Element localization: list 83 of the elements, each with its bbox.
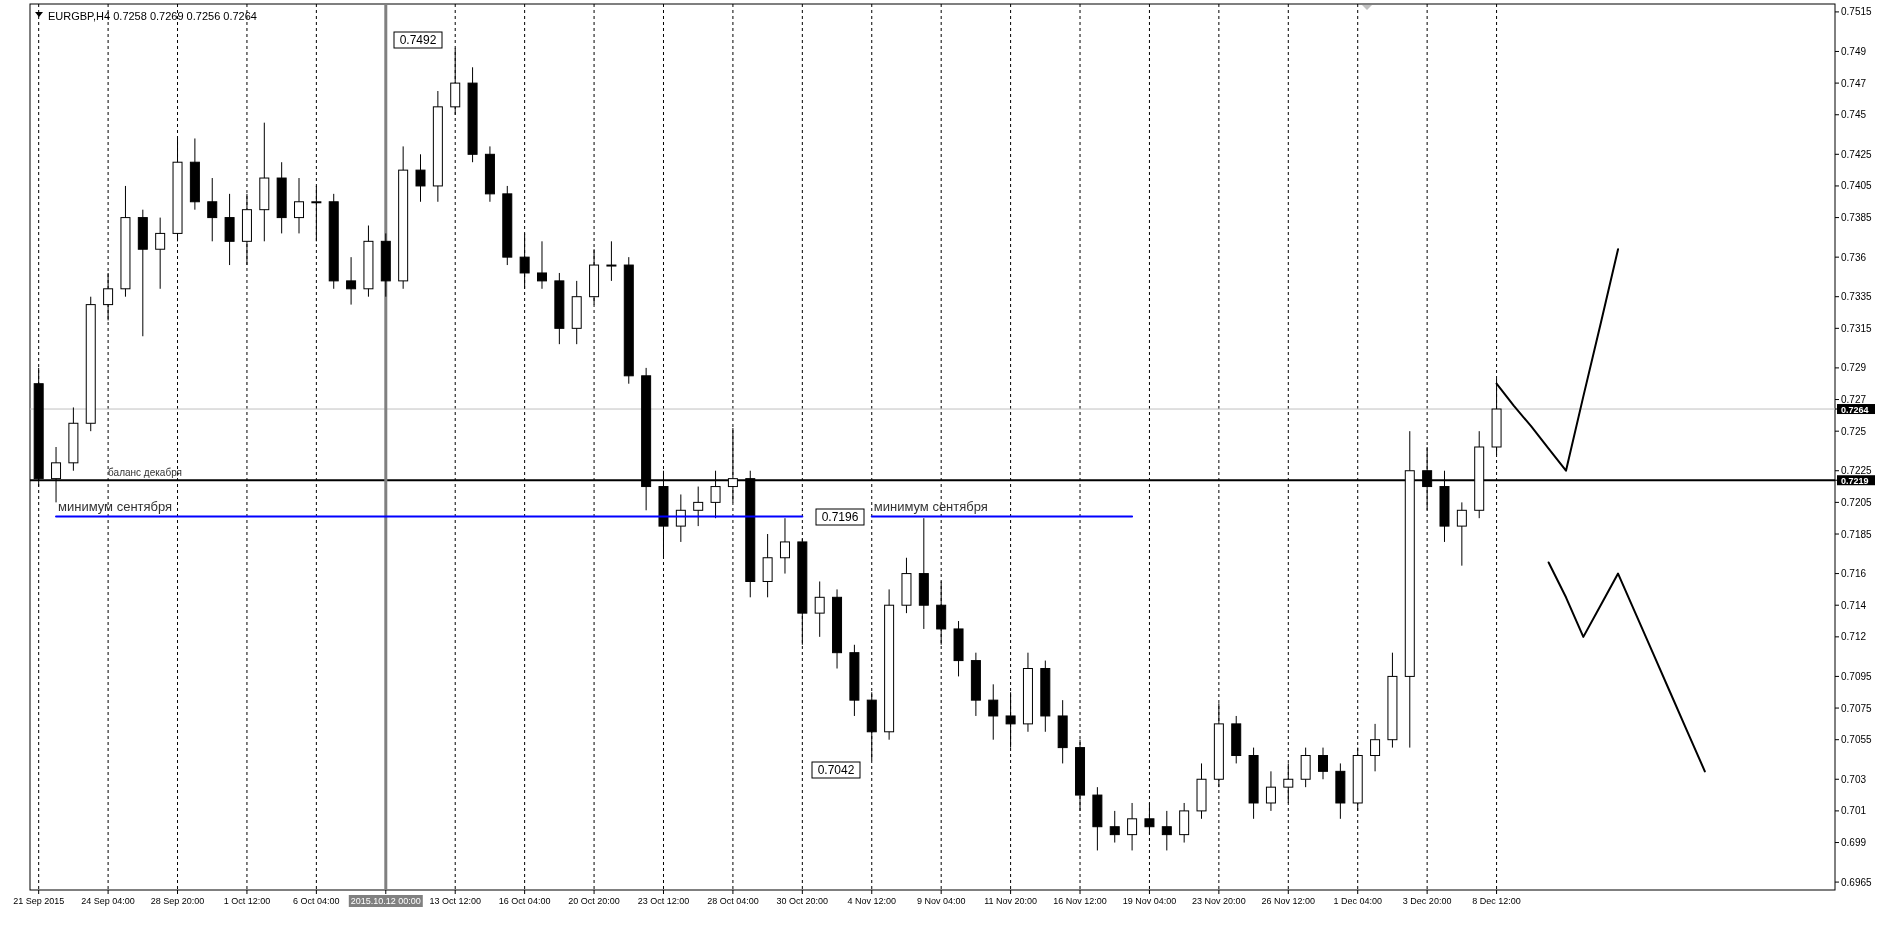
y-tick-label: 0.727 [1841, 394, 1867, 406]
x-tick-label: 28 Oct 04:00 [707, 896, 759, 906]
y-tick-label: 0.699 [1841, 837, 1867, 849]
x-tick-label: 16 Nov 12:00 [1053, 896, 1107, 906]
x-tick-label: 19 Nov 04:00 [1122, 896, 1177, 906]
candlestick [779, 517, 790, 575]
candlestick [415, 153, 426, 203]
series-label: минимум сентября [873, 498, 988, 514]
x-tick-label: 16 Oct 04:00 [498, 896, 551, 906]
x-tick-label: 24 Sep 04:00 [81, 896, 135, 906]
y-tick-label: 0.7515 [1841, 6, 1873, 18]
y-tick-label: 0.7264 [1841, 404, 1869, 415]
ref-line-label: баланс декабря [108, 467, 183, 479]
candlestick [155, 217, 166, 290]
candlestick [1300, 747, 1311, 788]
x-tick-label: 4 Nov 12:00 [847, 896, 897, 906]
candlestick [1161, 810, 1172, 851]
candlestick [537, 240, 547, 290]
annotation: 0.7492 [399, 33, 437, 47]
y-tick-label: 0.725 [1841, 425, 1867, 437]
x-tick-label: 1 Oct 12:00 [223, 896, 271, 906]
y-tick-label: 0.7185 [1841, 528, 1873, 540]
candlestick [1179, 802, 1190, 844]
candlestick [693, 486, 704, 527]
y-tick-label: 0.747 [1841, 77, 1867, 89]
candlestick [814, 580, 825, 638]
x-tick-label: 30 Oct 20:00 [776, 896, 829, 906]
y-tick-label: 0.701 [1841, 805, 1867, 817]
y-tick-label: 0.745 [1841, 109, 1867, 121]
y-tick-label: 0.703 [1841, 773, 1867, 785]
series-label: минимум сентября [58, 498, 173, 514]
y-tick-label: 0.7075 [1841, 702, 1873, 714]
x-tick-label: 20 Oct 20:00 [568, 896, 620, 906]
candlestick [1265, 770, 1276, 812]
x-tick-label: 8 Dec 12:00 [1472, 896, 1521, 906]
candlestick [1370, 723, 1381, 772]
y-tick-label: 0.736 [1841, 251, 1867, 263]
y-tick-label: 0.729 [1841, 362, 1867, 374]
y-tick-label: 0.7205 [1841, 496, 1873, 508]
y-tick-label: 0.714 [1841, 599, 1867, 611]
y-tick-label: 0.7425 [1841, 148, 1873, 160]
candlestick [1127, 802, 1138, 851]
candlestick [1109, 810, 1120, 844]
y-tick-label: 0.6965 [1841, 876, 1873, 888]
candlestick [988, 683, 999, 741]
y-tick-label: 0.7335 [1841, 291, 1873, 303]
y-tick-label: 0.7055 [1841, 734, 1873, 746]
y-tick-label: 0.7405 [1841, 180, 1873, 192]
x-tick-label: 23 Nov 20:00 [1192, 896, 1246, 906]
y-tick-label: 0.749 [1841, 45, 1867, 57]
annotation: 0.7042 [817, 763, 855, 777]
candlestick [1318, 747, 1328, 780]
y-tick-label: 0.7095 [1841, 670, 1873, 682]
x-tick-label: 6 Oct 04:00 [293, 896, 340, 906]
y-tick-label: 0.7225 [1841, 465, 1873, 477]
line-series [1547, 561, 1706, 773]
x-tick-label: 9 Nov 04:00 [916, 896, 966, 906]
candlestick [224, 193, 235, 266]
candlestick [294, 177, 305, 234]
y-tick-label: 0.7219 [1841, 475, 1869, 486]
x-tick-label: 1 Dec 04:00 [1333, 896, 1382, 906]
x-tick-label: 2015.10.12 00:00 [350, 896, 421, 906]
x-tick-label: 3 Dec 20:00 [1402, 896, 1452, 906]
text: EURGBP,H4 0.7258 0.7269 0.7256 0.7264 [48, 10, 257, 22]
x-tick-label: 28 Sep 20:00 [150, 896, 205, 906]
candlestick [606, 240, 617, 282]
annotation: 0.7196 [821, 510, 859, 524]
x-tick-label: 21 Sep 2015 [13, 896, 65, 906]
y-tick-label: 0.716 [1841, 568, 1867, 580]
candlestick [103, 272, 114, 321]
y-tick-label: 0.712 [1841, 631, 1867, 643]
x-tick-label: 13 Oct 12:00 [429, 896, 481, 906]
candlestick [207, 177, 218, 242]
candlestick [675, 493, 686, 543]
candlestick [346, 256, 357, 306]
y-tick-label: 0.7385 [1841, 212, 1873, 224]
x-tick-label: 11 Nov 20:00 [984, 896, 1038, 906]
x-tick-label: 23 Oct 12:00 [637, 896, 690, 906]
y-tick-label: 0.7315 [1841, 322, 1873, 334]
line-series [1495, 248, 1620, 472]
candlestick [762, 533, 773, 598]
x-tick-label: 26 Nov 12:00 [1261, 896, 1316, 906]
candlestick [1456, 501, 1467, 567]
